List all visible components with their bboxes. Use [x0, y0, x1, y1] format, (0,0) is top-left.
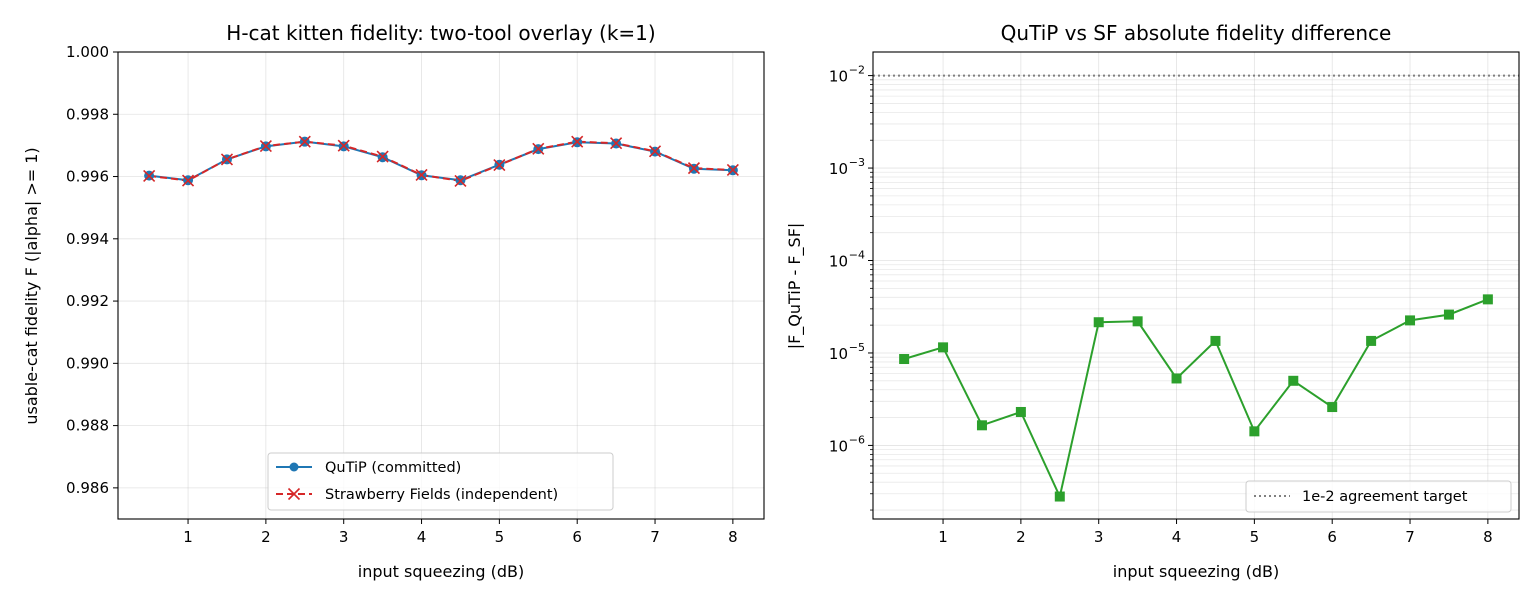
difference-data-point — [1132, 316, 1143, 327]
sf-data-point — [648, 145, 662, 158]
right-y-tick-exponent: −3 — [849, 156, 865, 169]
difference-data-point — [1210, 335, 1221, 346]
left-x-tick-label: 3 — [339, 528, 349, 546]
difference-data-point — [1482, 294, 1493, 305]
right-chart-title: QuTiP vs SF absolute fidelity difference — [1001, 21, 1392, 45]
left-series-lines — [149, 140, 733, 182]
right-x-tick-label: 3 — [1094, 528, 1104, 546]
right-x-axis-label: input squeezing (dB) — [1113, 562, 1279, 581]
right-y-tick-label: 10 — [829, 160, 848, 178]
right-y-tick-exponent: −4 — [849, 249, 865, 262]
left-axes-frame — [117, 51, 765, 520]
right-legend-box — [1245, 480, 1512, 513]
left-x-tick-label: 7 — [650, 528, 660, 546]
right-x-tick-label: 6 — [1327, 528, 1337, 546]
left-y-tick-label: 0.990 — [66, 354, 109, 372]
right-x-ticks: 1 2 3 4 5 6 7 8 — [938, 519, 1493, 546]
right-x-tick-label: 2 — [1016, 528, 1026, 546]
left-x-tick-label: 2 — [261, 528, 271, 546]
left-series-markers — [143, 135, 739, 187]
difference-data-point — [1249, 426, 1260, 437]
right-x-tick-label: 4 — [1172, 528, 1182, 546]
left-y-tick-label: 0.986 — [66, 479, 109, 497]
left-x-axis-label: input squeezing (dB) — [358, 562, 524, 581]
left-y-ticks: 0.986 0.988 0.990 0.992 0.994 0.996 0.998 1.000 — [66, 43, 118, 497]
right-x-tick-label: 8 — [1483, 528, 1493, 546]
left-legend-box — [267, 452, 614, 511]
difference-data-point — [1093, 317, 1104, 328]
left-y-tick-label: 1.000 — [66, 43, 109, 61]
left-x-tick-label: 6 — [572, 528, 582, 546]
left-y-tick-label: 0.996 — [66, 168, 109, 186]
legend-qutip-label: QuTiP (committed) — [325, 460, 461, 476]
sf-data-point — [220, 153, 234, 166]
difference-data-point — [899, 354, 910, 365]
sf-data-point — [143, 169, 156, 182]
sf-data-point — [298, 135, 311, 148]
legend-sf-label: Strawberry Fields (independent) — [325, 487, 558, 503]
left-x-tick-label: 8 — [728, 528, 738, 546]
right-y-ticks: 10−610−510−410−310−2 — [829, 64, 873, 511]
left-legend: QuTiP (committed) Strawberry Fields (ind… — [267, 452, 614, 511]
difference-data-point — [1327, 402, 1338, 413]
right-series-markers — [899, 294, 1493, 502]
right-y-tick-label: 10 — [829, 68, 848, 86]
left-chart-title: H-cat kitten fidelity: two-tool overlay … — [226, 21, 655, 45]
left-y-tick-label: 0.998 — [66, 105, 109, 123]
fidelity-difference-panel: QuTiP vs SF absolute fidelity difference… — [785, 21, 1520, 581]
right-y-tick-exponent: −5 — [849, 341, 865, 354]
difference-data-point — [938, 342, 949, 353]
difference-data-point — [1054, 491, 1065, 502]
sf-series-line — [149, 140, 733, 182]
right-y-tick-exponent: −6 — [849, 433, 865, 446]
sf-data-point — [726, 163, 739, 177]
sf-data-point — [532, 142, 545, 155]
sf-data-point — [259, 139, 272, 153]
right-y-tick-exponent: −2 — [849, 64, 865, 77]
left-y-axis-label: usable-cat fidelity F (|alpha| >= 1) — [22, 147, 41, 424]
sf-data-point — [610, 137, 623, 150]
difference-series-line — [903, 298, 1489, 500]
difference-data-point — [976, 420, 987, 431]
difference-data-point — [1366, 335, 1377, 346]
right-y-tick-label: 10 — [829, 253, 848, 271]
right-x-tick-label: 1 — [938, 528, 948, 546]
sf-data-point — [493, 158, 506, 172]
right-series-line — [903, 298, 1489, 500]
legend-target-label: 1e-2 agreement target — [1302, 489, 1468, 505]
difference-data-point — [1171, 373, 1182, 384]
left-x-tick-label: 4 — [417, 528, 427, 546]
left-x-ticks: 1 2 3 4 5 6 7 8 — [183, 519, 738, 546]
difference-data-point — [1443, 309, 1454, 320]
sf-data-point — [376, 150, 389, 163]
left-x-tick-label: 5 — [495, 528, 505, 546]
sf-data-point — [337, 139, 350, 152]
right-axes-frame — [872, 51, 1520, 520]
right-y-axis-label: |F_QuTiP - F_SF| — [785, 223, 805, 350]
sf-data-point — [571, 135, 584, 148]
left-y-tick-label: 0.994 — [66, 230, 109, 248]
right-y-tick-label: 10 — [829, 437, 848, 455]
difference-data-point — [1015, 406, 1026, 417]
left-x-tick-label: 1 — [183, 528, 193, 546]
sf-data-point — [415, 168, 428, 182]
difference-data-point — [1288, 375, 1299, 386]
right-x-tick-label: 7 — [1405, 528, 1415, 546]
fidelity-overlay-panel: H-cat kitten fidelity: two-tool overlay … — [22, 21, 765, 581]
legend-qutip-marker — [289, 462, 299, 472]
left-y-tick-label: 0.988 — [66, 417, 109, 435]
sf-data-point — [454, 174, 467, 187]
difference-data-point — [1405, 315, 1416, 326]
right-x-tick-label: 5 — [1250, 528, 1260, 546]
right-legend: 1e-2 agreement target — [1245, 480, 1512, 513]
sf-data-point — [687, 162, 701, 175]
left-y-tick-label: 0.992 — [66, 292, 109, 310]
sf-data-point — [181, 174, 195, 187]
legend-sf-marker — [287, 487, 301, 501]
right-y-tick-label: 10 — [829, 345, 848, 363]
